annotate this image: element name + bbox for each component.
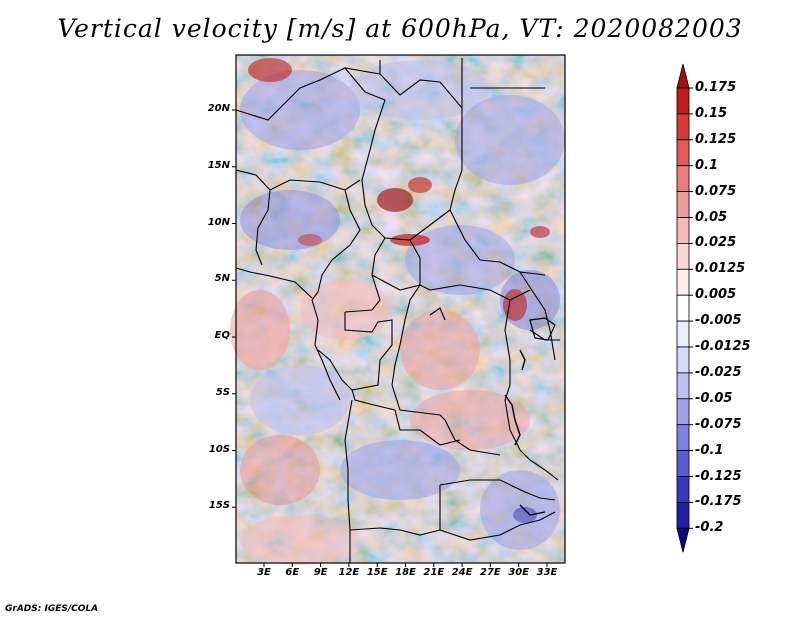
colorbar-level-label: -0.075 — [695, 416, 742, 432]
lon-label: 27E — [480, 567, 501, 578]
colorbar-level-label: 0.025 — [695, 235, 737, 251]
colorbar-swatch — [676, 87, 690, 115]
colorbar-swatch — [676, 165, 690, 192]
colorbar-level-label: 0.0125 — [695, 261, 746, 277]
colorbar — [676, 63, 693, 553]
lon-label: 6E — [285, 567, 300, 578]
map-title: Vertical velocity [m/s] at 600hPa, VT: 2… — [57, 14, 743, 43]
lat-label: 20N — [207, 103, 230, 114]
colorbar-level-label: 0.125 — [695, 131, 737, 147]
colorbar-swatch — [676, 113, 690, 141]
lon-label: 24E — [451, 567, 473, 578]
lat-label: 10S — [208, 443, 230, 455]
colorbar-level-label: 0.075 — [695, 183, 737, 199]
colorbar-level-label: 0.175 — [695, 80, 737, 95]
colorbar-level-label: -0.0125 — [695, 339, 751, 354]
axis-ticks — [232, 109, 548, 567]
colorbar-level-label: -0.1 — [695, 442, 724, 458]
colorbar-level-label: 0.05 — [695, 209, 728, 225]
colorbar-swatch — [676, 527, 690, 553]
colorbar-swatch — [676, 476, 690, 503]
lat-label: 10N — [207, 216, 230, 228]
colorbar-swatch — [676, 191, 690, 218]
colorbar-level-label: 0.1 — [695, 157, 719, 173]
colorbar-level-label: 0.005 — [695, 287, 737, 303]
velocity-field — [230, 55, 565, 565]
colorbar-level-label: -0.125 — [695, 468, 742, 484]
colorbar-level-label: 0.15 — [695, 105, 728, 121]
lon-label: 9E — [313, 567, 328, 578]
colorbar-swatch — [676, 139, 690, 167]
lat-label: 15S — [208, 500, 230, 512]
lat-label: 15N — [207, 159, 230, 171]
colorbar-swatch — [676, 501, 690, 529]
colorbar-swatch — [676, 450, 690, 477]
colorbar-level-label: -0.2 — [695, 520, 724, 536]
map-frame — [235, 54, 566, 564]
lon-label: 33E — [536, 567, 558, 578]
footer-credit: GrADS: IGES/COLA — [5, 604, 99, 614]
colorbar-swatch — [676, 372, 690, 400]
colorbar-level-label: -0.005 — [695, 313, 742, 329]
colorbar-level-label: -0.025 — [695, 364, 742, 380]
colorbar-swatch — [676, 268, 690, 296]
colorbar-swatch — [676, 294, 690, 322]
lon-label: 30E — [508, 567, 530, 578]
lat-label: 5S — [215, 386, 230, 398]
lon-label: 15E — [366, 567, 388, 578]
lon-label: 18E — [395, 567, 416, 578]
lat-label: 5N — [214, 273, 230, 285]
colorbar-swatch — [676, 424, 690, 452]
lon-label: 12E — [338, 567, 360, 578]
colorbar-swatch — [676, 217, 690, 244]
country-borders — [235, 58, 560, 563]
lon-label: 21E — [423, 567, 445, 578]
lat-label: EQ — [214, 330, 230, 341]
colorbar-swatch — [676, 320, 690, 348]
colorbar-swatch — [676, 63, 690, 89]
lon-label: 3E — [257, 567, 271, 578]
colorbar-level-label: -0.175 — [695, 494, 742, 510]
colorbar-level-label: -0.05 — [695, 390, 733, 406]
colorbar-swatch — [676, 346, 690, 374]
colorbar-swatch — [676, 242, 690, 270]
colorbar-swatch — [676, 398, 690, 426]
